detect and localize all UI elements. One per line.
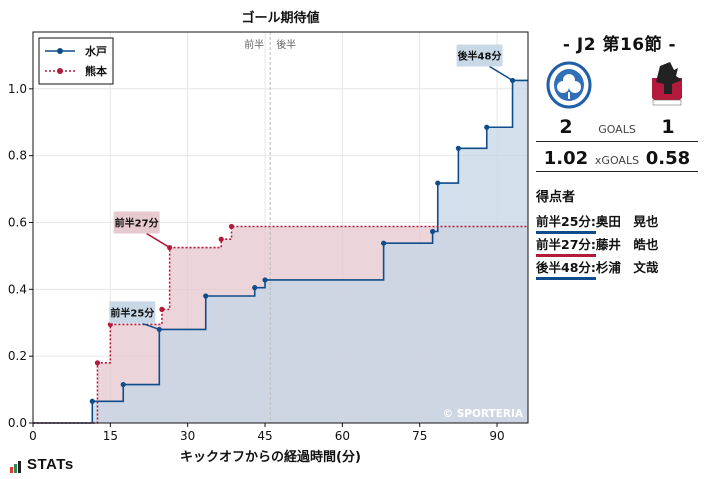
data-point xyxy=(89,398,95,404)
data-point xyxy=(159,306,165,312)
scorer-item: 前半25分:奥田 晃也 xyxy=(536,211,658,234)
scorer-item: 後半48分:杉浦 文哉 xyxy=(536,257,658,280)
annotation-pointer xyxy=(142,322,160,331)
annotation-label: 前半25分 xyxy=(110,306,154,319)
scorer-name: 藤井 皓也 xyxy=(595,237,659,252)
data-point xyxy=(262,277,268,283)
match-title: - J2 第16節 - xyxy=(562,35,677,55)
data-point xyxy=(484,124,490,130)
scorer-time: 前半25分: xyxy=(536,211,596,234)
away-goals: 1 xyxy=(661,116,675,138)
data-point xyxy=(381,240,387,246)
home-crest-icon xyxy=(546,61,592,109)
scorer-name: 杉浦 文哉 xyxy=(595,260,659,275)
y-tick-label: 0.6 xyxy=(8,215,27,229)
legend-marker xyxy=(57,48,63,54)
data-point xyxy=(94,360,101,366)
scorer-item: 前半27分:藤井 皓也 xyxy=(536,234,658,257)
annotation-pointer xyxy=(489,65,513,82)
scorer-time: 後半48分: xyxy=(536,257,596,280)
x-tick-label: 0 xyxy=(29,429,37,443)
legend-label: 水戸 xyxy=(85,44,107,58)
goals-row: 2 GOALS 1 xyxy=(536,115,698,142)
chart-title: ゴール期待値 xyxy=(241,10,319,26)
x-axis-label: キックオフからの経過時間(分) xyxy=(180,449,361,465)
annotation-label: 後半48分 xyxy=(458,49,502,62)
stats-logo-text: STATs xyxy=(27,456,74,473)
data-point xyxy=(228,223,235,230)
away-crest-icon xyxy=(652,62,682,106)
annotation-box xyxy=(456,44,503,67)
stats-logo-icon xyxy=(10,456,22,473)
annotation-box xyxy=(113,211,160,234)
away-xg: 0.58 xyxy=(645,148,691,169)
legend-marker xyxy=(57,68,63,74)
y-tick-label: 0.0 xyxy=(8,416,27,430)
legend-label: 熊本 xyxy=(85,64,107,78)
watermark: © SPORTERIA xyxy=(443,408,524,420)
home-goals: 2 xyxy=(559,116,573,138)
annotation-box xyxy=(109,301,156,324)
goals-label: GOALS xyxy=(598,123,636,136)
x-tick-label: 45 xyxy=(257,429,272,443)
match-panel: - J2 第16節 - 2 GOALS 1 1.02 xGOALS 0.58 得… xyxy=(532,0,707,479)
stats-logo: STATs xyxy=(10,456,74,473)
scorers-title: 得点者 xyxy=(536,190,576,205)
series-area-home xyxy=(33,80,528,423)
data-point xyxy=(252,285,258,291)
annotation-pointer xyxy=(146,232,171,249)
scorer-name: 奥田 晃也 xyxy=(595,214,659,229)
plot-frame xyxy=(32,31,529,424)
data-point xyxy=(435,180,441,186)
x-tick-label: 75 xyxy=(412,429,427,443)
data-point xyxy=(203,293,209,299)
y-tick-label: 0.2 xyxy=(8,349,27,363)
data-point xyxy=(455,145,461,151)
series-line-away xyxy=(33,225,528,424)
x-tick-label: 30 xyxy=(180,429,195,443)
xgoals-row: 1.02 xGOALS 0.58 xyxy=(536,145,698,172)
y-tick-label: 0.8 xyxy=(8,149,27,163)
annotation-label: 前半27分 xyxy=(115,217,159,230)
first-half-label: 前半 xyxy=(244,38,264,51)
y-tick-label: 0.4 xyxy=(8,282,27,296)
home-xg: 1.02 xyxy=(543,148,589,169)
y-tick-label: 1.0 xyxy=(8,82,27,96)
data-point xyxy=(218,236,224,242)
xgoals-label: xGOALS xyxy=(594,154,640,167)
series-line-home xyxy=(33,79,528,424)
legend-box xyxy=(38,37,114,85)
x-tick-label: 90 xyxy=(489,429,504,443)
data-point xyxy=(430,228,436,235)
x-tick-label: 15 xyxy=(103,429,118,443)
x-tick-label: 60 xyxy=(335,429,350,443)
scorer-time: 前半27分: xyxy=(536,234,596,257)
second-half-label: 後半 xyxy=(276,38,296,51)
data-point xyxy=(120,381,126,388)
